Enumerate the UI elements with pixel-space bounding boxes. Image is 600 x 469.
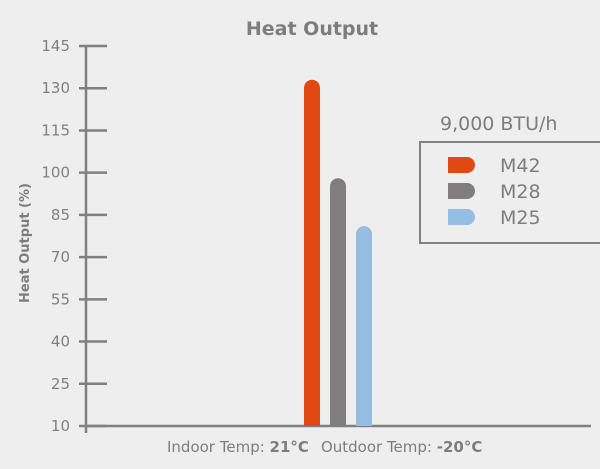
y-tick-label: 25: [51, 375, 70, 393]
y-tick-label: 10: [51, 417, 70, 435]
bar-m42: [304, 79, 320, 427]
bar-m28: [330, 178, 346, 426]
legend-swatch-m28: [448, 183, 475, 199]
y-axis-label: Heat Output (%): [18, 183, 33, 303]
outdoor-value: -20°C: [437, 438, 483, 456]
y-tick-label: 55: [51, 290, 70, 308]
legend-box: [419, 141, 600, 244]
bar-m25: [356, 226, 372, 426]
legend-label-m28: M28: [500, 181, 541, 203]
outdoor-label: Outdoor Temp:: [321, 438, 437, 456]
y-tick-label: 145: [41, 37, 70, 55]
legend-swatch-m25: [448, 209, 475, 225]
y-tick-label: 100: [41, 164, 70, 182]
indoor-label: Indoor Temp:: [167, 438, 270, 456]
y-tick-label: 85: [51, 206, 70, 224]
y-tick-label: 115: [41, 121, 70, 139]
legend-label-m42: M42: [500, 155, 541, 177]
legend-title: 9,000 BTU/h: [440, 113, 557, 135]
indoor-value: 21°C: [270, 438, 309, 456]
legend-label-m25: M25: [500, 207, 541, 229]
y-tick-label: 40: [51, 333, 70, 351]
legend-swatch-m42: [448, 157, 475, 173]
x-axis-label: Indoor Temp: 21°C Outdoor Temp: -20°C: [167, 438, 482, 456]
y-tick-label: 70: [51, 248, 70, 266]
chart-title: Heat Output: [246, 18, 378, 40]
y-tick-label: 130: [41, 79, 70, 97]
